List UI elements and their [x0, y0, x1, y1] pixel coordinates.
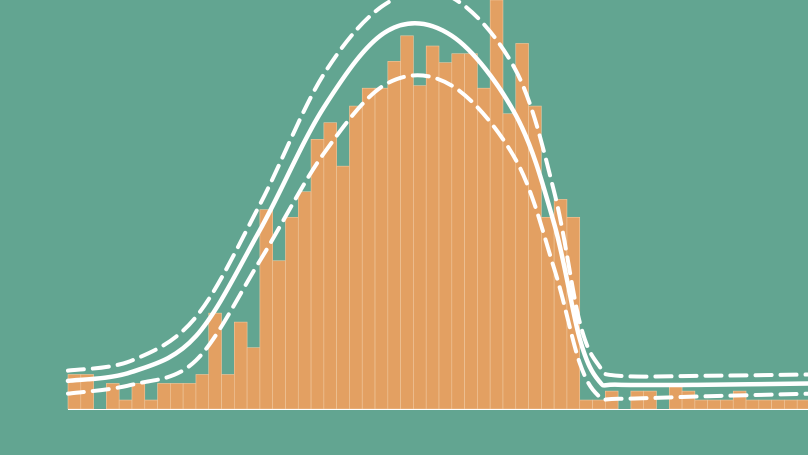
histogram-bar — [451, 53, 465, 410]
histogram-bar — [758, 399, 772, 410]
histogram-bar — [784, 399, 798, 410]
histogram-bar — [796, 399, 808, 410]
histogram-bar — [361, 87, 376, 410]
histogram-bar — [221, 374, 235, 410]
fit-curves — [65, 0, 808, 402]
histogram-bar — [182, 383, 197, 410]
histogram-bar — [246, 347, 261, 410]
histogram-bar — [477, 87, 491, 410]
histogram-bar — [579, 399, 593, 410]
histogram-bar — [771, 399, 785, 410]
histogram-bar — [720, 399, 734, 410]
histogram-bar — [592, 399, 606, 410]
histogram-bar — [144, 399, 158, 410]
histogram-bar — [336, 165, 350, 410]
histogram-bar — [297, 191, 312, 410]
confidence-band-line — [66, 73, 808, 402]
histogram-bar — [285, 216, 299, 410]
histogram-bar — [413, 85, 427, 410]
histogram-bar — [272, 260, 286, 410]
histogram-bar — [234, 321, 248, 410]
confidence-band-line — [66, 0, 808, 379]
histogram-bar — [323, 122, 337, 410]
histogram-bar — [387, 61, 401, 410]
histogram-bar — [438, 62, 453, 410]
histogram-bar — [131, 383, 146, 410]
histogram-bar — [310, 139, 325, 410]
histogram-bar — [157, 383, 171, 410]
histogram-bar — [464, 53, 478, 410]
fit-line — [65, 21, 808, 388]
histogram-bar — [707, 399, 721, 410]
histogram-bar — [425, 45, 440, 410]
histogram-bar — [694, 399, 708, 410]
histogram-bar — [118, 399, 133, 410]
histogram-bar — [374, 87, 389, 410]
histogram-bar — [489, 0, 504, 410]
histogram-bar — [400, 35, 414, 410]
histogram-bar — [349, 105, 363, 410]
histogram-bar — [681, 390, 696, 410]
histogram-bars — [67, 0, 808, 410]
histogram-bar — [195, 374, 210, 410]
histogram-bar — [170, 383, 184, 410]
histogram-bar — [745, 399, 760, 410]
